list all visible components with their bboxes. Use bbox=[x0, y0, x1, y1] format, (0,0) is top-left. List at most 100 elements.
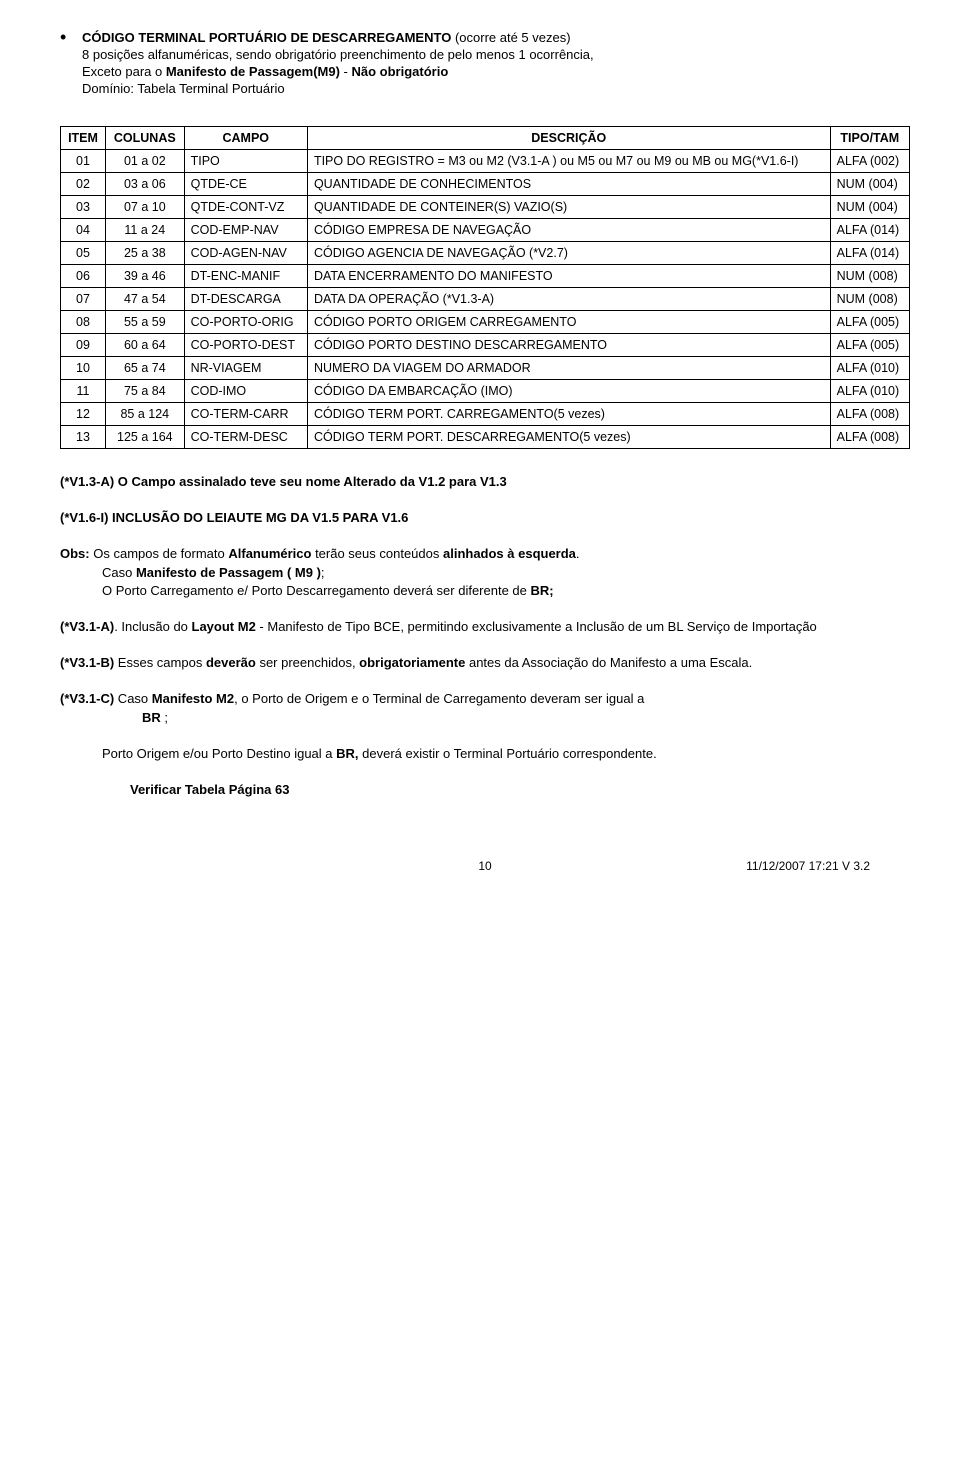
table-cell-desc: TIPO DO REGISTRO = M3 ou M2 (V3.1-A ) ou… bbox=[307, 150, 830, 173]
v31b-b: deverão bbox=[206, 655, 256, 670]
table-cell-campo: DT-ENC-MANIF bbox=[184, 265, 307, 288]
table-cell-tipo: NUM (008) bbox=[830, 288, 909, 311]
v31b-a: Esses campos bbox=[114, 655, 206, 670]
v31a-a: . Inclusão do bbox=[114, 619, 191, 634]
obs2a: Caso bbox=[102, 565, 136, 580]
v31c-a: Caso bbox=[114, 691, 152, 706]
table-cell-desc: QUANTIDADE DE CONHECIMENTOS bbox=[307, 173, 830, 196]
v31c-line2: BR ; bbox=[60, 709, 910, 727]
table-cell-campo: CO-TERM-DESC bbox=[184, 426, 307, 449]
footer: 10 11/12/2007 17:21 V 3.2 bbox=[60, 859, 910, 873]
table-cell-col: 47 a 54 bbox=[106, 288, 185, 311]
v31b-c: ser preenchidos, bbox=[256, 655, 359, 670]
v31c-e: ; bbox=[161, 710, 168, 725]
table-cell-item: 02 bbox=[61, 173, 106, 196]
table-header-row: ITEM COLUNAS CAMPO DESCRIÇÃO TIPO/TAM bbox=[61, 127, 910, 150]
obs-block: Obs: Os campos de formato Alfanumérico t… bbox=[60, 545, 910, 600]
table-cell-tipo: ALFA (005) bbox=[830, 334, 909, 357]
table-cell-col: 07 a 10 bbox=[106, 196, 185, 219]
note-v13a-text: (*V1.3-A) O Campo assinalado teve seu no… bbox=[60, 474, 507, 489]
bullet-title-bold: CÓDIGO TERMINAL PORTUÁRIO DE DESCARREGAM… bbox=[82, 30, 451, 45]
table-cell-tipo: ALFA (014) bbox=[830, 242, 909, 265]
footer-left bbox=[100, 859, 357, 873]
table-cell-item: 08 bbox=[61, 311, 106, 334]
table-cell-tipo: ALFA (002) bbox=[830, 150, 909, 173]
table-cell-campo: CO-TERM-CARR bbox=[184, 403, 307, 426]
table-cell-campo: QTDE-CONT-VZ bbox=[184, 196, 307, 219]
table-row: 0960 a 64CO-PORTO-DESTCÓDIGO PORTO DESTI… bbox=[61, 334, 910, 357]
table-cell-col: 11 a 24 bbox=[106, 219, 185, 242]
obs-label: Obs: bbox=[60, 546, 90, 561]
table-cell-col: 01 a 02 bbox=[106, 150, 185, 173]
v31c-label: (*V3.1-C) bbox=[60, 691, 114, 706]
table-cell-tipo: NUM (004) bbox=[830, 196, 909, 219]
porto-note: Porto Origem e/ou Porto Destino igual a … bbox=[60, 745, 910, 763]
bullet-line-3: Domínio: Tabela Terminal Portuário bbox=[82, 81, 910, 96]
v31c-c: , o Porto de Origem e o Terminal de Carr… bbox=[234, 691, 644, 706]
table-row: 1065 a 74NR-VIAGEMNUMERO DA VIAGEM DO AR… bbox=[61, 357, 910, 380]
porto-c: deverá existir o Terminal Portuário corr… bbox=[359, 746, 657, 761]
obs-line2: Caso Manifesto de Passagem ( M9 ); bbox=[60, 564, 910, 582]
table-row: 0307 a 10QTDE-CONT-VZQUANTIDADE DE CONTE… bbox=[61, 196, 910, 219]
obs3a: O Porto Carregamento e/ Porto Descarrega… bbox=[102, 583, 531, 598]
table-cell-campo: DT-DESCARGA bbox=[184, 288, 307, 311]
note-v31a: (*V3.1-A). Inclusão do Layout M2 - Manif… bbox=[60, 618, 910, 636]
table-cell-tipo: ALFA (008) bbox=[830, 403, 909, 426]
table-cell-desc: DATA DA OPERAÇÃO (*V1.3-A) bbox=[307, 288, 830, 311]
bullet-line-2c: - bbox=[340, 64, 352, 79]
v31a-b: Layout M2 bbox=[192, 619, 256, 634]
v31b-d: obrigatoriamente bbox=[359, 655, 465, 670]
table-cell-desc: CÓDIGO PORTO DESTINO DESCARREGAMENTO bbox=[307, 334, 830, 357]
bullet-line-2d: Não obrigatório bbox=[352, 64, 449, 79]
table-cell-tipo: NUM (008) bbox=[830, 265, 909, 288]
bullet-section: • CÓDIGO TERMINAL PORTUÁRIO DE DESCARREG… bbox=[60, 30, 910, 96]
note-v16i: (*V1.6-I) INCLUSÃO DO LEIAUTE MG DA V1.5… bbox=[60, 509, 910, 527]
porto-a: Porto Origem e/ou Porto Destino igual a bbox=[102, 746, 336, 761]
note-v13a: (*V1.3-A) O Campo assinalado teve seu no… bbox=[60, 473, 910, 491]
verificar-note: Verificar Tabela Página 63 bbox=[60, 781, 910, 799]
table-cell-col: 25 a 38 bbox=[106, 242, 185, 265]
v31b-label: (*V3.1-B) bbox=[60, 655, 114, 670]
table-cell-campo: CO-PORTO-ORIG bbox=[184, 311, 307, 334]
table-row: 0203 a 06QTDE-CEQUANTIDADE DE CONHECIMEN… bbox=[61, 173, 910, 196]
th-tipotam: TIPO/TAM bbox=[830, 127, 909, 150]
table-cell-campo: TIPO bbox=[184, 150, 307, 173]
table-cell-col: 65 a 74 bbox=[106, 357, 185, 380]
table-cell-desc: CÓDIGO EMPRESA DE NAVEGAÇÃO bbox=[307, 219, 830, 242]
table-cell-campo: COD-EMP-NAV bbox=[184, 219, 307, 242]
bullet-line-2: Exceto para o Manifesto de Passagem(M9) … bbox=[82, 64, 910, 79]
table-cell-item: 07 bbox=[61, 288, 106, 311]
obs2c: ; bbox=[321, 565, 325, 580]
table-cell-item: 13 bbox=[61, 426, 106, 449]
table-cell-col: 125 a 164 bbox=[106, 426, 185, 449]
v31c-d: BR bbox=[142, 710, 161, 725]
th-campo: CAMPO bbox=[184, 127, 307, 150]
table-cell-item: 01 bbox=[61, 150, 106, 173]
verificar-text: Verificar Tabela Página 63 bbox=[130, 782, 289, 797]
table-cell-desc: CÓDIGO DA EMBARCAÇÃO (IMO) bbox=[307, 380, 830, 403]
table-row: 0855 a 59CO-PORTO-ORIGCÓDIGO PORTO ORIGE… bbox=[61, 311, 910, 334]
th-colunas: COLUNAS bbox=[106, 127, 185, 150]
obs1a: Os campos de formato bbox=[93, 546, 228, 561]
obs1e: . bbox=[576, 546, 580, 561]
table-row: 0101 a 02TIPOTIPO DO REGISTRO = M3 ou M2… bbox=[61, 150, 910, 173]
table-cell-item: 06 bbox=[61, 265, 106, 288]
table-cell-item: 09 bbox=[61, 334, 106, 357]
table-cell-col: 03 a 06 bbox=[106, 173, 185, 196]
table-cell-desc: DATA ENCERRAMENTO DO MANIFESTO bbox=[307, 265, 830, 288]
table-cell-desc: CÓDIGO PORTO ORIGEM CARREGAMENTO bbox=[307, 311, 830, 334]
v31b-e: antes da Associação do Manifesto a uma E… bbox=[465, 655, 752, 670]
bullet-title-line: CÓDIGO TERMINAL PORTUÁRIO DE DESCARREGAM… bbox=[82, 30, 910, 45]
obs1b: Alfanumérico bbox=[228, 546, 311, 561]
table-cell-tipo: ALFA (010) bbox=[830, 357, 909, 380]
bullet-line-2a: Exceto para o bbox=[82, 64, 166, 79]
table-cell-campo: CO-PORTO-DEST bbox=[184, 334, 307, 357]
table-cell-tipo: NUM (004) bbox=[830, 173, 909, 196]
footer-date: 11/12/2007 17:21 V 3.2 bbox=[613, 859, 870, 873]
table-cell-campo: QTDE-CE bbox=[184, 173, 307, 196]
table-cell-desc: CÓDIGO TERM PORT. CARREGAMENTO(5 vezes) bbox=[307, 403, 830, 426]
obs-line3: O Porto Carregamento e/ Porto Descarrega… bbox=[60, 582, 910, 600]
table-cell-item: 05 bbox=[61, 242, 106, 265]
table-cell-tipo: ALFA (010) bbox=[830, 380, 909, 403]
table-row: 0411 a 24COD-EMP-NAVCÓDIGO EMPRESA DE NA… bbox=[61, 219, 910, 242]
